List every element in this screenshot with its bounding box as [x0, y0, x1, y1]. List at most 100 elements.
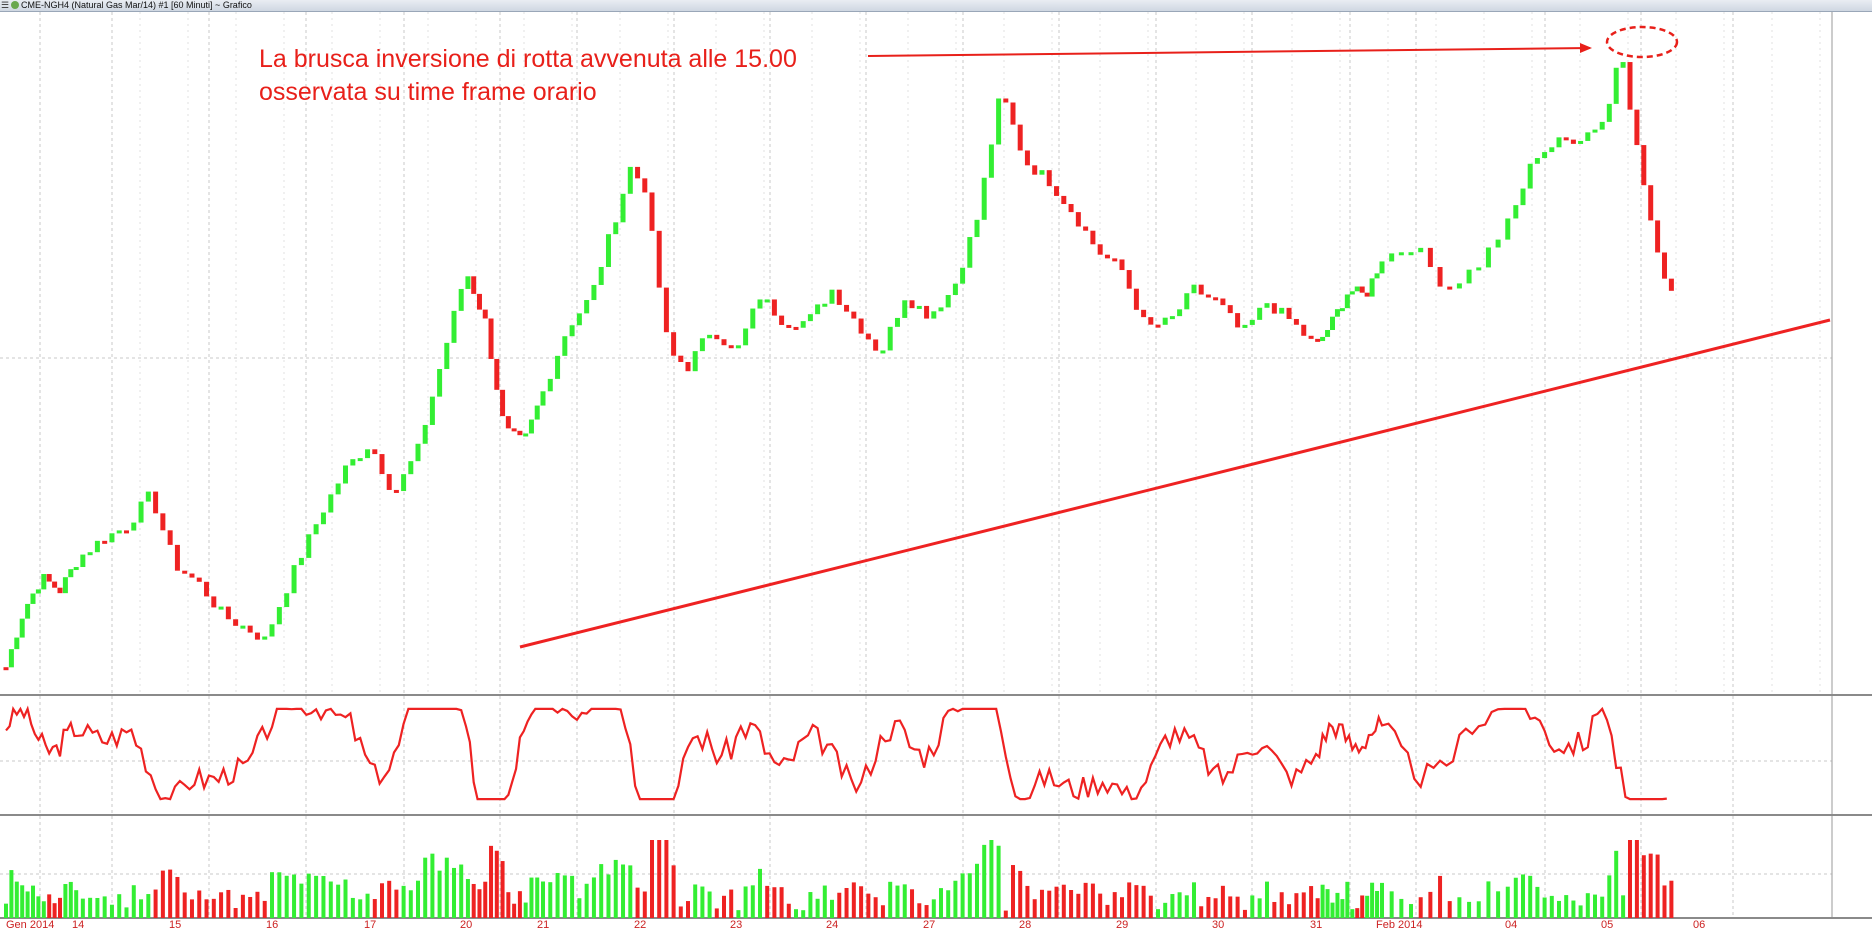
- price-candle: [511, 428, 517, 432]
- volume-bar: [1409, 904, 1414, 918]
- oscillator-panel: [5, 705, 1667, 801]
- volume-bar: [1457, 897, 1462, 918]
- price-candle: [494, 358, 500, 390]
- price-candle: [981, 177, 987, 220]
- volume-bar: [321, 876, 326, 918]
- price-candle: [851, 311, 857, 319]
- volume-bar: [1141, 885, 1146, 918]
- price-candle: [523, 433, 529, 437]
- menu-icon[interactable]: ☰: [0, 0, 10, 10]
- volume-bar: [1032, 899, 1037, 918]
- volume-bar: [146, 894, 151, 918]
- volume-bar: [523, 902, 528, 918]
- price-candle: [335, 483, 341, 495]
- price-candle: [1257, 307, 1263, 320]
- price-candle: [635, 166, 641, 179]
- price-candle: [52, 581, 58, 588]
- volume-bar: [408, 890, 413, 918]
- price-candle: [924, 305, 930, 319]
- price-candle: [1220, 298, 1226, 306]
- price-candle: [1249, 319, 1255, 325]
- price-candle: [678, 355, 684, 362]
- volume-bar: [1513, 877, 1518, 918]
- price-candle: [1075, 212, 1081, 227]
- price-candle: [3, 667, 9, 671]
- price-candle: [1549, 147, 1555, 153]
- price-candle: [465, 276, 471, 289]
- price-candle: [379, 454, 385, 475]
- price-candle: [1437, 267, 1443, 287]
- volume-bar: [1345, 881, 1350, 918]
- volume-bar: [47, 894, 52, 918]
- volume-bar: [562, 875, 567, 918]
- volume-bar: [63, 884, 68, 918]
- volume-bar: [1578, 905, 1583, 918]
- volume-bar: [1355, 908, 1360, 918]
- volume-bar: [277, 872, 282, 918]
- volume-bar: [1206, 896, 1211, 918]
- volume-bar: [1399, 898, 1404, 918]
- volume-bar: [211, 898, 216, 918]
- price-candle: [671, 332, 677, 356]
- price-candle: [429, 396, 435, 425]
- price-candle: [1315, 338, 1321, 342]
- price-candle: [938, 307, 944, 312]
- volume-bar: [1564, 895, 1569, 918]
- volume-bar: [401, 885, 406, 918]
- price-candle: [1205, 294, 1211, 298]
- volume-bar: [917, 903, 922, 918]
- volume-bar: [851, 882, 856, 918]
- price-candle: [1301, 324, 1307, 336]
- price-candle: [320, 512, 326, 525]
- x-tick-label: 05: [1601, 919, 1613, 931]
- price-candle: [408, 461, 414, 475]
- volume-bar: [306, 873, 311, 918]
- price-candle: [505, 416, 511, 429]
- price-candle: [807, 314, 813, 322]
- volume-bar: [1011, 865, 1015, 918]
- price-candle: [458, 288, 464, 311]
- volume-bar: [1662, 885, 1667, 918]
- volume-bar: [888, 881, 893, 918]
- volume-bar: [299, 883, 304, 918]
- price-candle: [1374, 273, 1380, 279]
- volume-bar: [314, 875, 319, 918]
- volume-bar: [1557, 900, 1561, 918]
- price-candle: [894, 317, 900, 327]
- volume-bar: [1634, 840, 1639, 918]
- price-candle: [1570, 139, 1576, 144]
- annotation-arrowhead: [1580, 43, 1592, 53]
- volume-bar: [880, 905, 885, 918]
- price-candle: [1369, 278, 1375, 297]
- price-candle: [1354, 286, 1360, 292]
- volume-bar: [1025, 885, 1030, 918]
- volume-bar: [68, 881, 73, 918]
- oscillator-line: [5, 705, 1667, 801]
- volume-bar: [226, 889, 231, 918]
- price-candle: [540, 391, 546, 406]
- volume-bar: [1628, 840, 1632, 918]
- price-candle: [1017, 124, 1023, 151]
- price-candle: [1162, 317, 1168, 325]
- volume-bar: [815, 898, 820, 918]
- volume-bar: [88, 897, 93, 918]
- volume-bar: [960, 873, 965, 918]
- chart-area[interactable]: Gen 2014 14 15 16 17 20 21 22 23 24 27 28 29 30 31 Feb …: [0, 12, 1872, 933]
- price-candle: [138, 501, 144, 523]
- volume-bar: [255, 891, 260, 918]
- volume-bar: [1076, 893, 1081, 918]
- price-candle: [1627, 62, 1633, 110]
- price-candle: [707, 334, 713, 339]
- price-candle: [225, 606, 231, 620]
- price-candle: [692, 351, 698, 372]
- price-candle: [62, 577, 68, 594]
- price-candle: [1184, 293, 1190, 310]
- price-candle: [1427, 247, 1433, 268]
- price-candle: [298, 557, 304, 566]
- price-candle: [1520, 188, 1526, 206]
- volume-bar: [1428, 891, 1433, 918]
- price-candle: [422, 424, 428, 444]
- volume-panel: [4, 840, 1674, 918]
- volume-bar: [577, 898, 582, 918]
- price-candle: [916, 305, 922, 309]
